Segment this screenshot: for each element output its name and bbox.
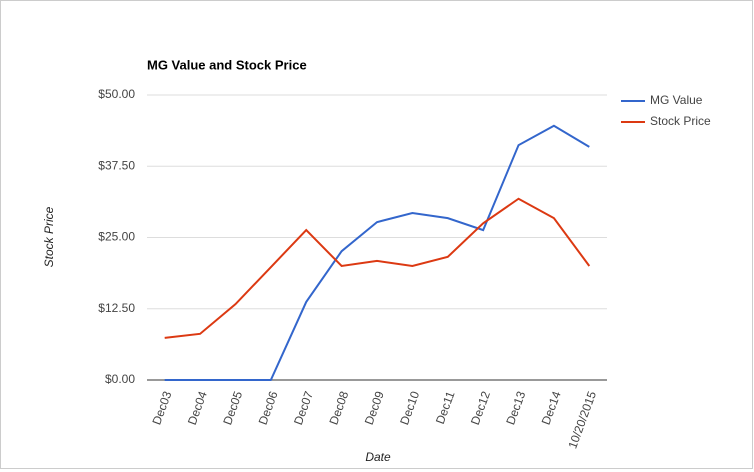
y-axis-title: Stock Price bbox=[42, 206, 56, 267]
y-tick-label: $50.00 bbox=[98, 87, 135, 101]
y-tick-label: $0.00 bbox=[105, 372, 135, 386]
x-axis-title: Date bbox=[365, 450, 391, 464]
legend-label: MG Value bbox=[650, 93, 703, 107]
y-tick-label: $12.50 bbox=[98, 301, 135, 315]
legend-label: Stock Price bbox=[650, 114, 711, 128]
series-line bbox=[164, 197, 591, 339]
chart-title: MG Value and Stock Price bbox=[147, 57, 307, 72]
y-tick-label: $25.00 bbox=[98, 230, 135, 244]
series-line bbox=[164, 124, 590, 381]
y-tick-label: $37.50 bbox=[98, 158, 135, 172]
